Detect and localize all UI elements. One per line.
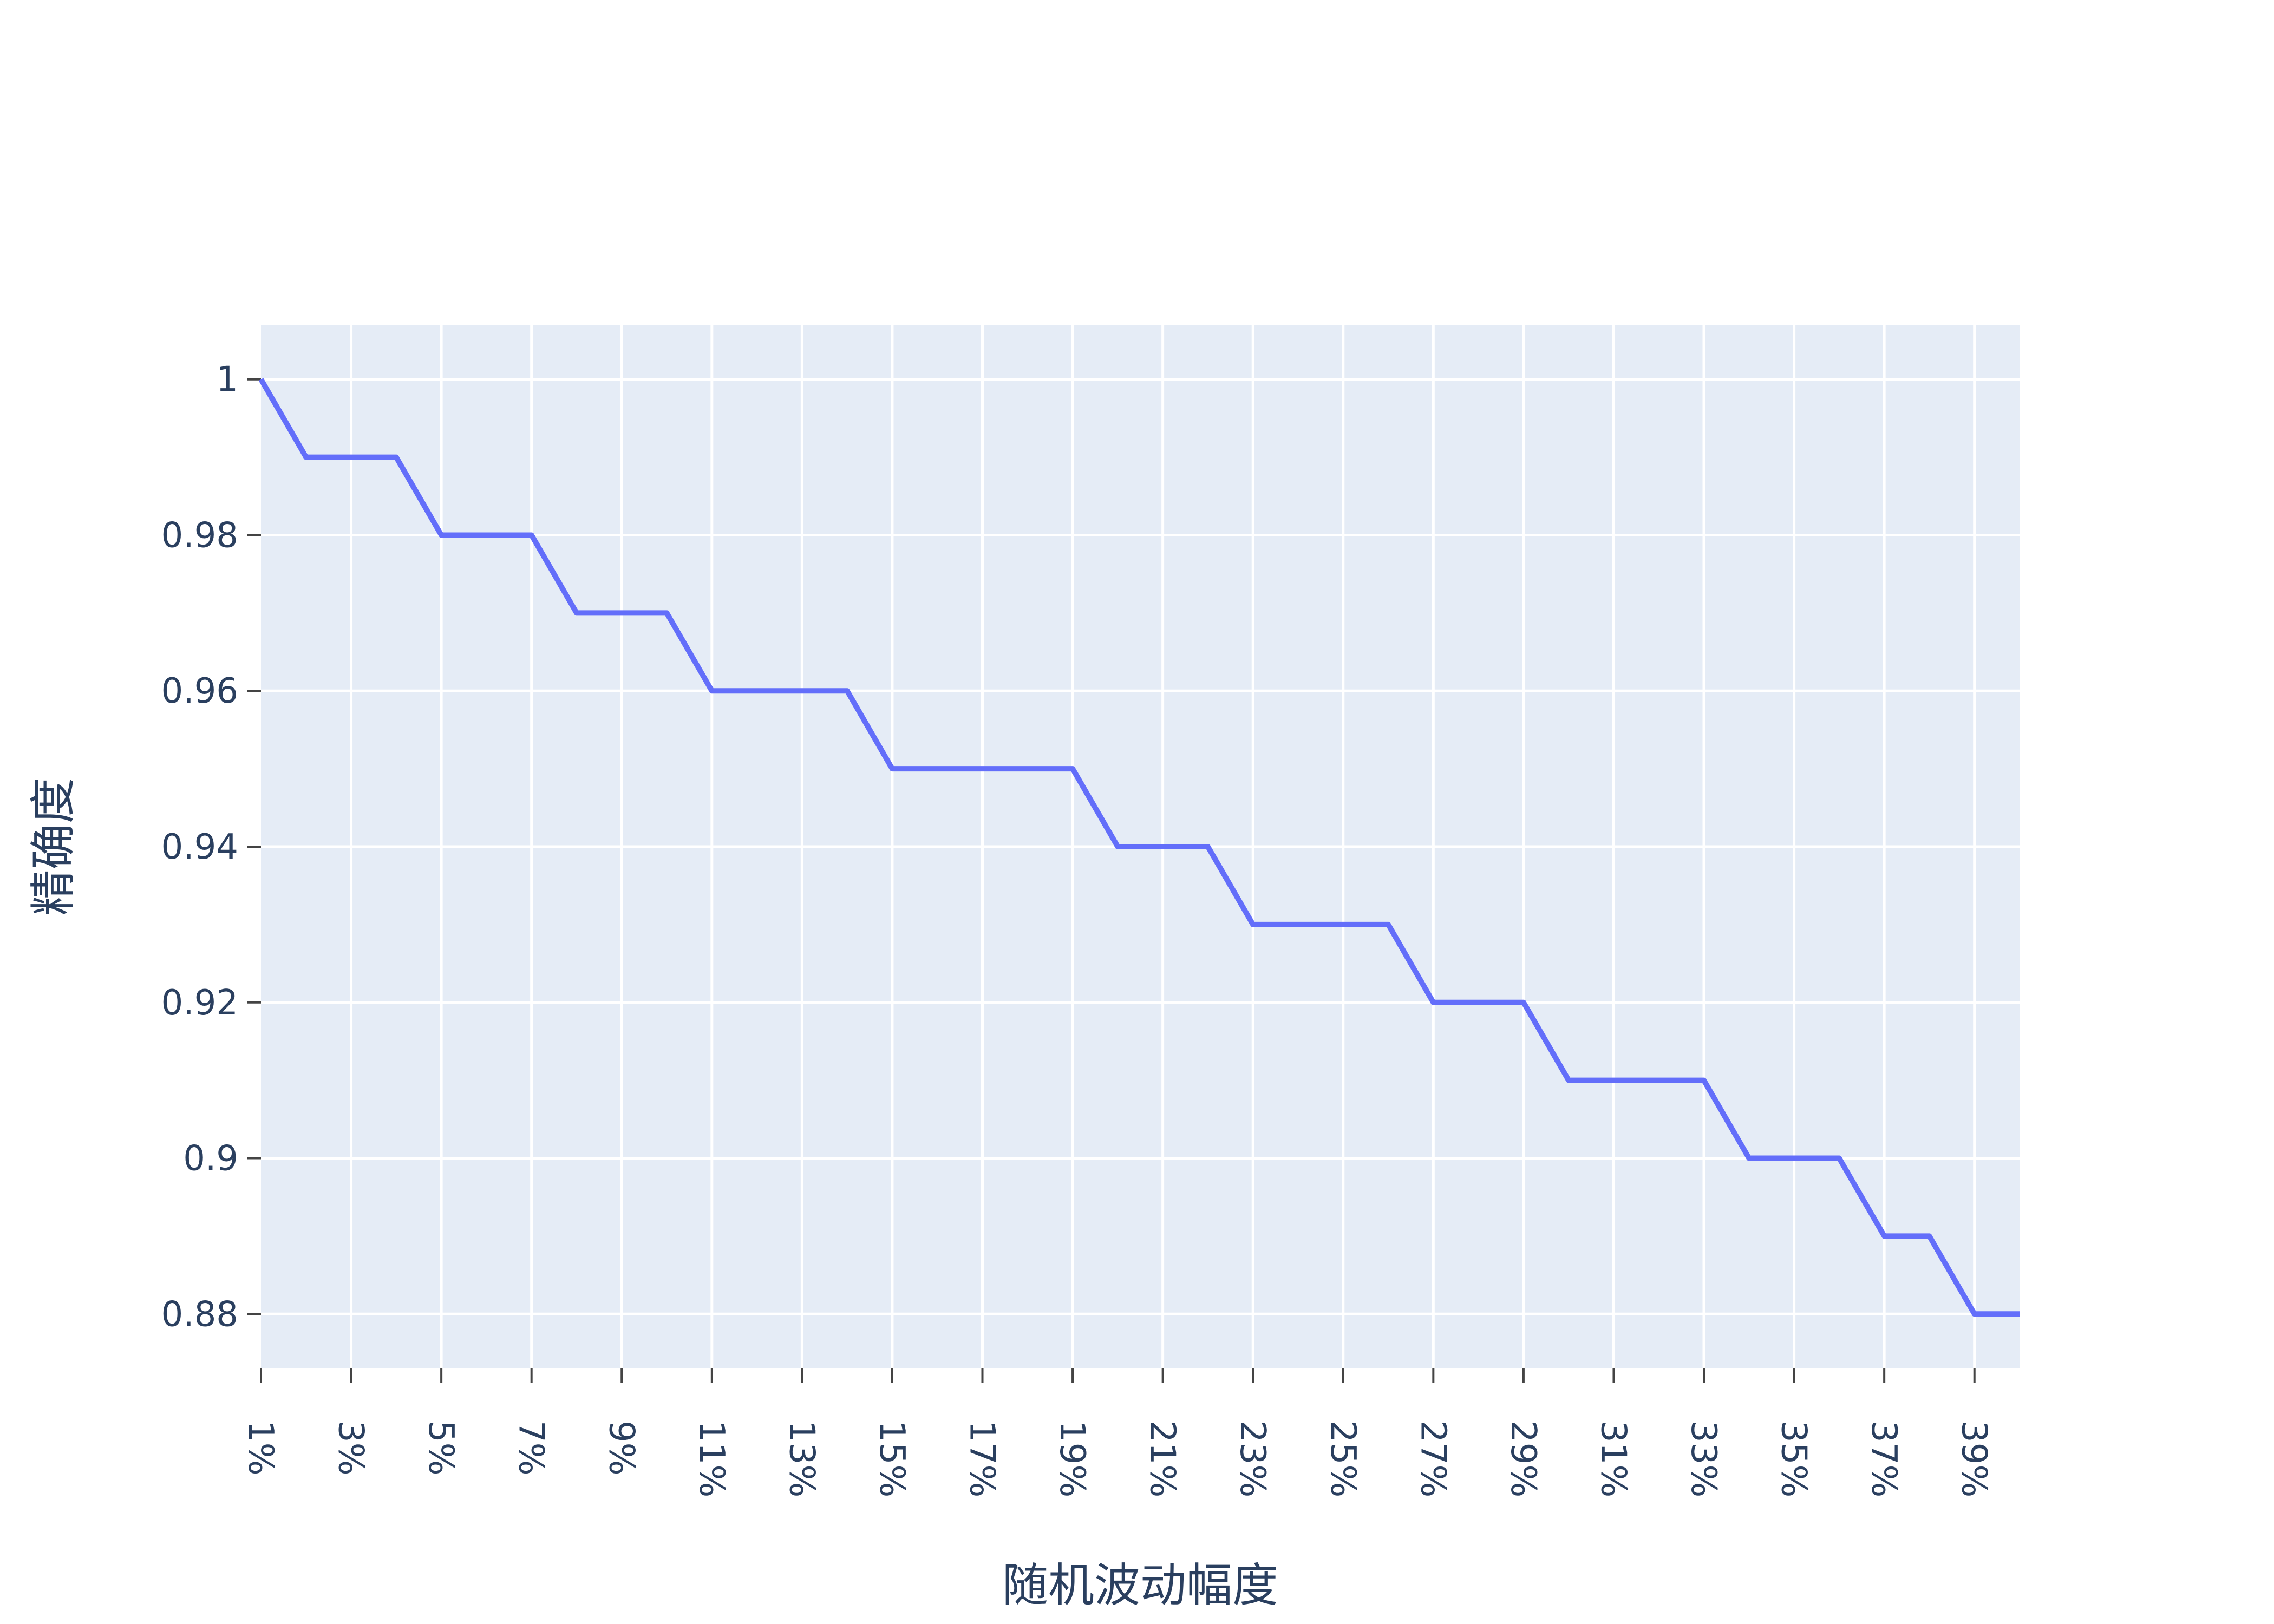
x-tick-label: 35%	[1774, 1420, 1814, 1497]
x-axis-title: 随机波动幅度	[1002, 1559, 1278, 1613]
axis-ticks	[247, 378, 1976, 1383]
x-tick-label: 15%	[872, 1420, 912, 1497]
y-tick-label: 0.94	[161, 827, 239, 867]
gridlines	[261, 325, 2020, 1368]
y-tick-label: 0.98	[161, 515, 239, 555]
x-tick-label: 25%	[1323, 1420, 1363, 1497]
x-tick-label: 23%	[1232, 1420, 1272, 1497]
x-axis-tick-labels: 1% 3% 5% 7% 9% 11% 13% 15% 17% 19% 21% 23% 25% 27% 29%…	[240, 1420, 1994, 1497]
y-tick-label: 0.92	[161, 983, 239, 1023]
y-axis-tick-labels: 0.88 0.9 0.92 0.94 0.96 0.98 1	[161, 360, 239, 1335]
x-tick-label: 19%	[1052, 1420, 1092, 1497]
x-tick-label: 39%	[1954, 1420, 1994, 1497]
x-tick-label: 33%	[1683, 1420, 1723, 1497]
series-line	[258, 378, 2020, 1317]
x-tick-label: 27%	[1413, 1420, 1453, 1497]
x-tick-label: 17%	[962, 1420, 1002, 1497]
x-tick-label: 5%	[421, 1420, 461, 1476]
y-tick-label: 0.9	[183, 1139, 238, 1179]
x-tick-label: 9%	[601, 1420, 641, 1476]
series-layer	[258, 378, 2020, 1317]
x-tick-label: 37%	[1864, 1420, 1904, 1497]
y-tick-label: 0.96	[161, 671, 239, 711]
x-tick-label: 11%	[691, 1420, 731, 1497]
x-tick-label: 29%	[1503, 1420, 1543, 1497]
x-tick-label: 7%	[511, 1420, 551, 1476]
x-tick-label: 3%	[331, 1420, 371, 1476]
x-tick-label: 21%	[1142, 1420, 1182, 1497]
x-tick-label: 1%	[240, 1420, 280, 1476]
x-tick-label: 13%	[781, 1420, 821, 1497]
y-axis-title: 精确度	[27, 777, 81, 915]
y-tick-label: 0.88	[161, 1294, 239, 1334]
y-tick-label: 1	[216, 360, 238, 400]
x-tick-label: 31%	[1593, 1420, 1633, 1497]
